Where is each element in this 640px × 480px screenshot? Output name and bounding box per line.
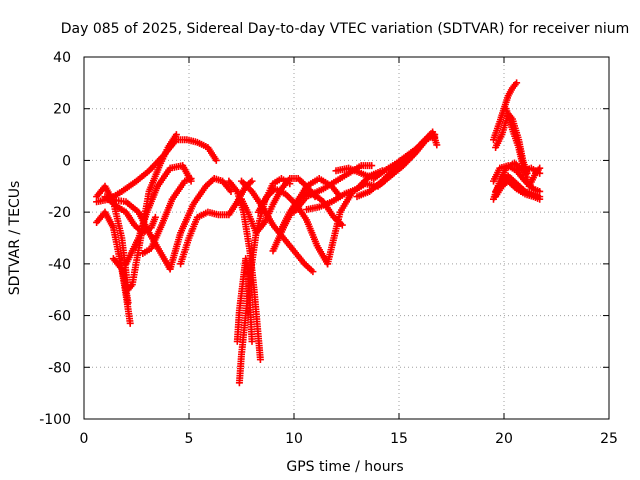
series-arc18 [275,187,346,237]
x-tick-label: 5 [185,431,194,447]
y-tick-label: 20 [53,102,71,118]
series-arc5 [101,193,159,237]
data-point [187,175,195,183]
data-point [309,268,317,276]
series-arc9 [166,175,235,273]
series-arc27 [490,79,521,144]
series-arc29 [492,177,544,203]
y-tick-label: -20 [48,205,71,221]
data-point [227,187,235,195]
y-tick-label: 40 [53,50,71,66]
data-point [338,221,346,229]
data-point [248,177,256,185]
x-tick-labels: 0 5 10 15 20 25 [80,431,618,447]
grid [84,57,609,419]
data-point [513,79,521,87]
data-point [368,162,376,170]
y-tick-label: 0 [62,153,71,169]
data-point [536,195,544,203]
y-axis-label: SDTVAR / TECUs [7,181,23,296]
series-arc3 [109,255,134,327]
data-points [93,79,544,387]
data-point [536,164,544,172]
y-tick-labels: 40 20 0 -20 -40 -60 -80 -100 [39,50,71,428]
data-point [151,213,159,221]
axis-ticks [83,56,610,420]
series-arc6 [105,136,220,203]
x-axis-label: GPS time / hours [286,459,403,475]
data-point [248,337,256,345]
y-tick-label: -60 [48,309,71,325]
plot-frame [83,56,610,420]
chart-title: Day 085 of 2025, Sidereal Day-to-day VTE… [61,21,630,37]
y-tick-label: -80 [48,360,71,376]
series-arc31 [502,105,544,190]
data-point [212,156,220,164]
data-point [126,319,134,327]
y-tick-label: -40 [48,257,71,273]
data-point [431,131,439,139]
x-tick-label: 15 [390,431,408,447]
x-tick-label: 0 [80,431,89,447]
x-tick-label: 25 [600,431,618,447]
x-tick-label: 10 [285,431,303,447]
series-arc8 [139,175,195,258]
y-tick-label: -100 [39,412,71,428]
data-point [433,141,441,149]
series-arc16 [254,185,332,268]
x-tick-label: 20 [495,431,513,447]
data-point [256,356,264,364]
series-arc4 [93,195,174,273]
series-arc24 [374,131,439,190]
